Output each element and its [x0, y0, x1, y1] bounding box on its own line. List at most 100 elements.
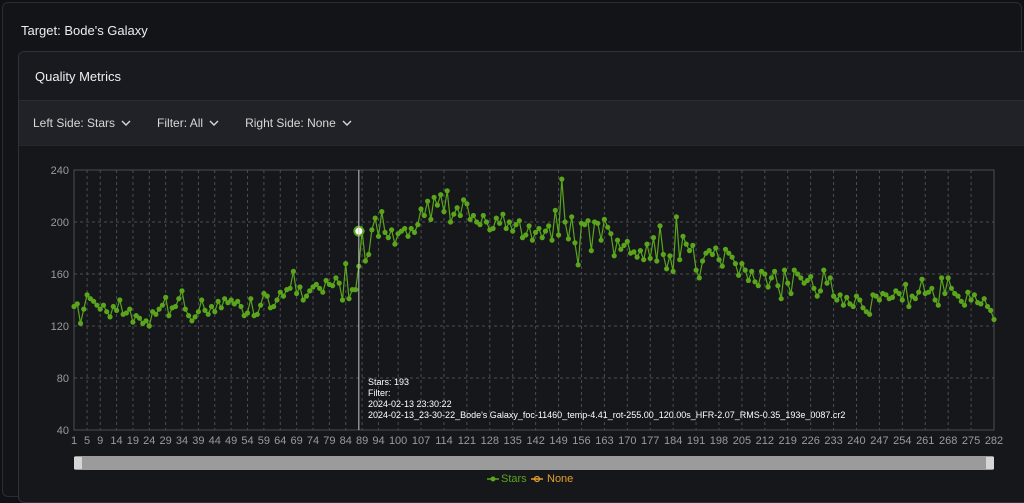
data-point[interactable] [490, 225, 496, 232]
data-point[interactable] [294, 290, 300, 297]
data-point[interactable] [264, 293, 270, 299]
data-point[interactable] [110, 303, 116, 310]
data-point[interactable] [749, 268, 755, 274]
data-point[interactable] [673, 214, 680, 220]
data-point[interactable] [248, 296, 254, 302]
data-point[interactable] [732, 261, 739, 267]
data-point[interactable] [618, 246, 624, 252]
data-point[interactable] [369, 227, 375, 233]
data-point[interactable] [146, 323, 152, 329]
data-point[interactable] [788, 290, 794, 297]
scrollbar-right-handle[interactable] [986, 457, 994, 469]
data-point[interactable] [182, 306, 188, 312]
data-point[interactable] [556, 232, 562, 238]
legend-none[interactable]: None [531, 473, 573, 485]
data-point[interactable] [290, 268, 296, 274]
data-point[interactable] [353, 287, 359, 293]
data-point[interactable] [526, 223, 532, 229]
data-point[interactable] [683, 241, 689, 247]
data-point[interactable] [205, 311, 211, 317]
data-point[interactable] [323, 277, 329, 284]
data-point[interactable] [415, 222, 421, 228]
scrollbar-track[interactable] [74, 456, 994, 470]
data-point[interactable] [778, 296, 784, 302]
data-point[interactable] [385, 235, 391, 241]
data-point[interactable] [552, 207, 558, 213]
data-point[interactable] [529, 237, 535, 243]
data-point[interactable] [444, 188, 450, 194]
data-point[interactable] [97, 306, 103, 312]
data-point[interactable] [958, 298, 964, 304]
data-point[interactable] [382, 229, 388, 235]
data-point[interactable] [634, 254, 640, 260]
data-point[interactable] [91, 298, 97, 304]
data-point[interactable] [837, 292, 843, 298]
data-point[interactable] [853, 293, 860, 299]
data-point[interactable] [827, 275, 833, 281]
data-point[interactable] [667, 253, 673, 259]
data-point[interactable] [657, 223, 663, 229]
data-point[interactable] [199, 297, 205, 303]
data-point[interactable] [195, 309, 201, 315]
data-point[interactable] [483, 219, 490, 225]
data-point[interactable] [176, 296, 182, 302]
data-point[interactable] [817, 288, 824, 294]
data-point[interactable] [235, 298, 241, 304]
data-point[interactable] [624, 238, 630, 245]
data-point[interactable] [965, 289, 971, 295]
data-point[interactable] [808, 274, 814, 280]
data-point[interactable] [647, 255, 653, 261]
data-point[interactable] [104, 309, 110, 315]
data-point[interactable] [303, 293, 310, 299]
data-point[interactable] [100, 302, 107, 308]
data-point[interactable] [814, 293, 820, 299]
data-point[interactable] [857, 297, 863, 303]
data-point[interactable] [709, 251, 716, 258]
data-point[interactable] [988, 307, 994, 313]
data-point[interactable] [343, 261, 349, 267]
data-point[interactable] [447, 219, 454, 225]
data-point[interactable] [339, 297, 346, 303]
data-point[interactable] [693, 267, 699, 273]
data-point[interactable] [650, 235, 657, 241]
data-point[interactable] [336, 280, 342, 286]
data-point[interactable] [379, 209, 385, 215]
data-point[interactable] [785, 280, 791, 286]
data-point[interactable] [981, 296, 987, 302]
data-point[interactable] [533, 229, 539, 235]
data-point[interactable] [186, 313, 192, 319]
data-point[interactable] [935, 302, 941, 308]
data-point[interactable] [696, 275, 702, 281]
data-point[interactable] [585, 218, 591, 224]
range-scrollbar[interactable] [74, 456, 994, 470]
data-point[interactable] [690, 242, 696, 248]
data-point[interactable] [939, 275, 945, 281]
data-point[interactable] [637, 248, 644, 254]
data-point[interactable] [271, 303, 277, 310]
data-point[interactable] [742, 267, 748, 273]
data-point[interactable] [441, 209, 447, 215]
data-point[interactable] [588, 248, 594, 254]
data-point[interactable] [955, 293, 961, 299]
data-point[interactable] [765, 284, 771, 290]
data-point[interactable] [916, 289, 922, 295]
data-point[interactable] [631, 249, 637, 255]
data-point[interactable] [114, 307, 120, 313]
data-point[interactable] [405, 233, 411, 239]
chart-area[interactable]: 40 80 120 160 200 240 1 5 9 14 19 24 29 34 39 44 49 54 59… [19, 146, 1024, 502]
data-point[interactable] [244, 310, 251, 316]
data-point[interactable] [739, 261, 745, 267]
data-point[interactable] [454, 205, 460, 211]
data-point[interactable] [366, 251, 372, 258]
data-point[interactable] [641, 257, 647, 263]
data-point[interactable] [516, 218, 522, 224]
data-point[interactable] [562, 219, 568, 225]
data-point[interactable] [582, 222, 588, 228]
data-point[interactable] [677, 257, 683, 263]
data-point[interactable] [942, 290, 948, 297]
data-point[interactable] [163, 294, 169, 300]
data-point[interactable] [503, 225, 509, 232]
data-point[interactable] [755, 283, 761, 289]
data-point[interactable] [117, 297, 123, 303]
